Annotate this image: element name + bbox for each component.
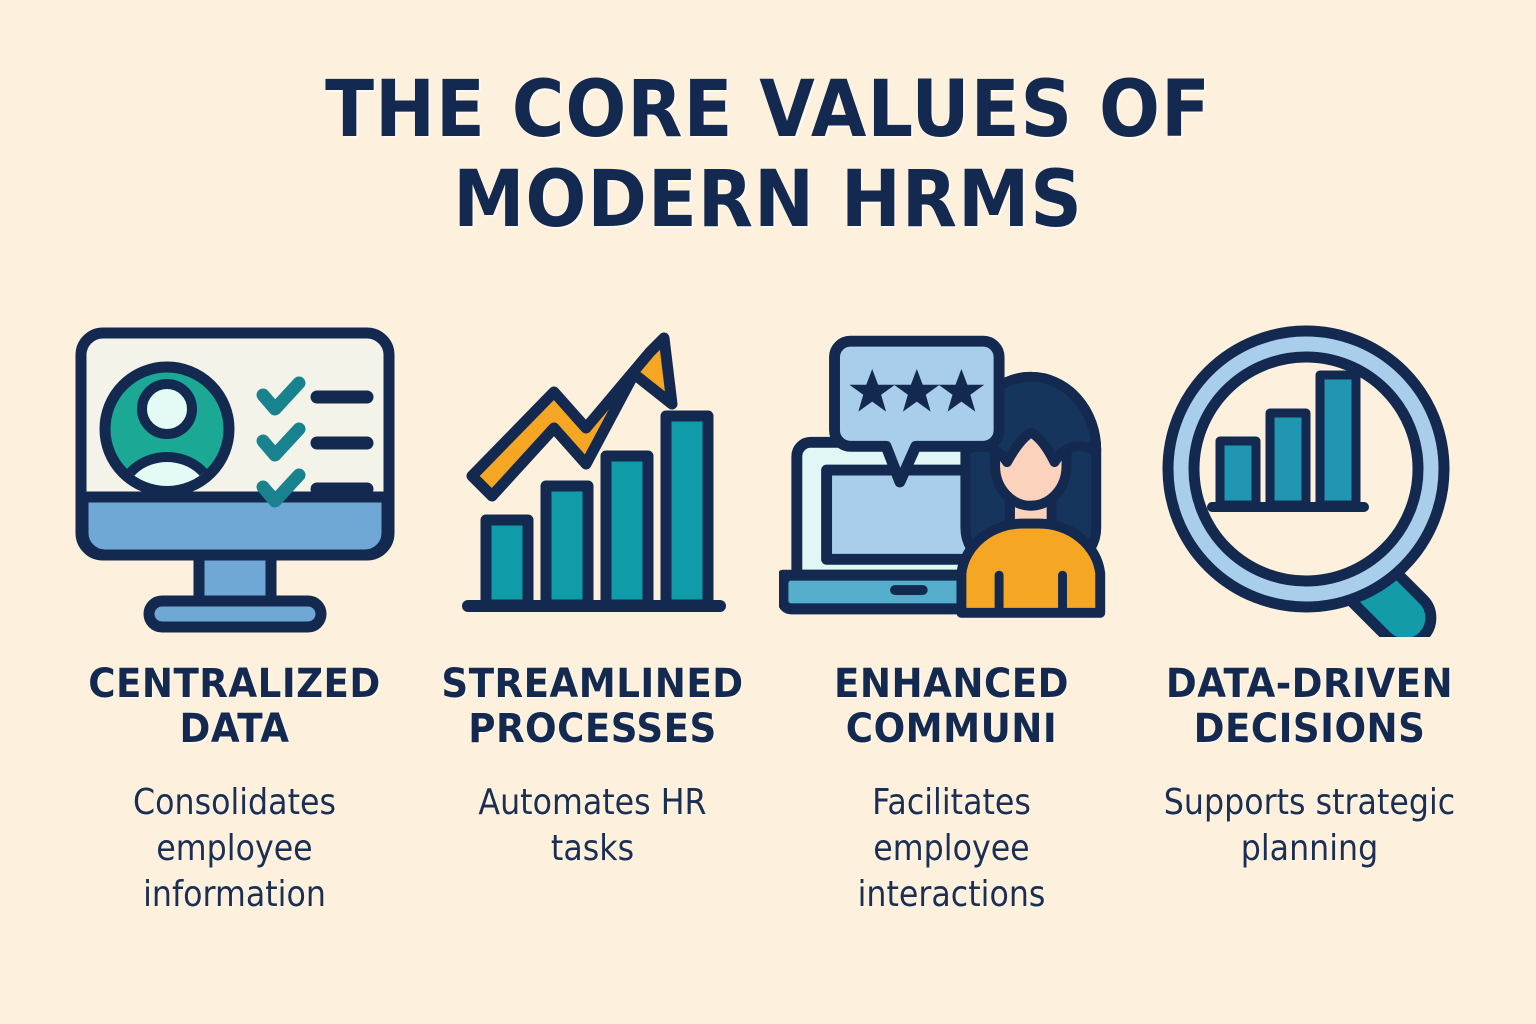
rating-stars	[849, 368, 984, 412]
value-description: Consolidates employee information	[132, 781, 337, 915]
monitor-profile-checklist-icon	[62, 318, 407, 638]
value-heading: ENHANCED COMMUNI	[833, 661, 1069, 752]
value-heading: STREAMLINED PROCESSES	[441, 661, 744, 752]
magnifying-glass-bar-chart-icon	[1137, 318, 1482, 638]
bar-chart-growth-arrow-icon	[420, 318, 765, 638]
title-line-2: MODERN HRMS	[453, 155, 1083, 246]
title-line-1: THE CORE VALUES OF	[325, 65, 1211, 155]
value-description: Automates HR tasks	[478, 781, 707, 869]
value-columns: CENTRALIZED DATA Consolidates employee i…	[62, 318, 1482, 918]
value-card-enhanced-communication: ENHANCED COMMUNI Facilitates employee in…	[778, 318, 1124, 918]
value-heading: CENTRALIZED DATA	[88, 661, 381, 752]
value-description: Supports strategic planning	[1163, 781, 1456, 869]
value-card-centralized-data: CENTRALIZED DATA Consolidates employee i…	[62, 318, 407, 918]
value-heading: DATA-DRIVEN DECISIONS	[1165, 661, 1454, 752]
page-title: THE CORE VALUES OF MODERN HRMS	[0, 65, 1536, 246]
laptop-person-speech-bubble-icon	[778, 318, 1124, 638]
value-card-data-driven-decisions: DATA-DRIVEN DECISIONS Supports strategic…	[1137, 318, 1482, 872]
value-description: Facilitates employee interactions	[857, 781, 1046, 915]
value-card-streamlined-processes: STREAMLINED PROCESSES Automates HR tasks	[420, 318, 765, 872]
